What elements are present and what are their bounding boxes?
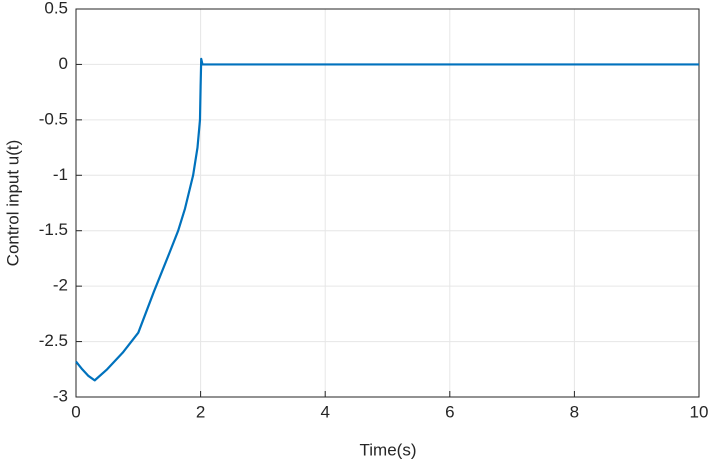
x-tick-label: 10 [690,402,709,421]
y-tick-label: -1.5 [39,220,68,239]
data-line [75,57,699,382]
y-tick-label: -1 [53,165,68,184]
x-axis-label: Time(s) [360,440,417,459]
x-tick-label: 2 [196,402,205,421]
x-tick-label: 8 [570,402,579,421]
y-tick-label: -2.5 [39,331,68,350]
y-axis-label: Control input u(t) [3,140,22,267]
y-tick-label: -3 [53,386,68,405]
x-tick-label: 0 [71,402,80,421]
plot-frame [75,8,700,398]
x-tick-label: 4 [320,402,329,421]
x-tick-label: 6 [445,402,454,421]
y-tick-label: 0.5 [44,0,68,17]
y-tick-label: 0 [59,54,68,73]
y-tick-label: -0.5 [39,109,68,128]
y-tick-label: -2 [53,276,68,295]
